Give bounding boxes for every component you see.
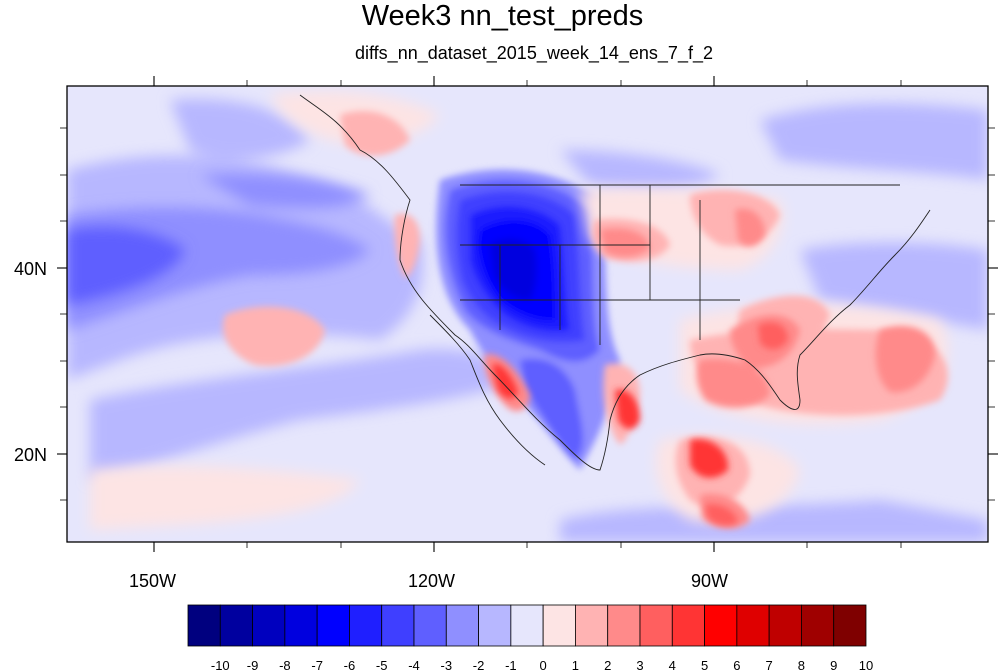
colorbar-tick-label: -7: [311, 658, 323, 672]
colorbar-tick-label: -8: [279, 658, 291, 672]
colorbar-swatch: [510, 604, 544, 647]
colorbar-swatch: [316, 604, 350, 647]
colorbar-tick-label: 4: [669, 658, 676, 672]
axis-minor-ticks: [60, 80, 995, 548]
colorbar-swatch: [833, 604, 867, 647]
colorbar-swatch: [284, 604, 318, 647]
colorbar-swatch: [542, 604, 576, 647]
colorbar-tick-label: -10: [211, 658, 230, 672]
colorbar-swatch: [252, 604, 286, 647]
lat-label-40n: 40N: [14, 259, 48, 279]
light-blue-regions: [67, 99, 988, 542]
colorbar-swatch: [187, 604, 221, 647]
axis-ticks: [57, 76, 998, 552]
lon-label-150w: 150W: [129, 571, 177, 591]
colorbar-swatch: [575, 604, 609, 647]
colorbar-swatch: [607, 604, 641, 647]
colorbar-tick-label: -5: [376, 658, 388, 672]
colorbar-tick-label: -2: [473, 658, 485, 672]
colorbar-swatch: [349, 604, 383, 647]
colorbar-swatch: [639, 604, 673, 647]
colorbar-swatch: [801, 604, 835, 647]
colorbar-swatch: [671, 604, 705, 647]
blue-regions: [67, 226, 185, 305]
map-subtitle: diffs_nn_dataset_2015_week_14_ens_7_f_2: [355, 43, 713, 63]
colorbar-tick-label: 2: [604, 658, 611, 672]
colorbar: -10 -9 -8 -7 -6 -5 -4 -3 -2 -1 0 1 2 3 4 5 6 7 8 9 10: [187, 604, 873, 672]
colorbar-swatch: [704, 604, 738, 647]
lon-label-120w: 120W: [408, 571, 456, 591]
strong-red-regions: [492, 322, 788, 526]
colorbar-tick-label: -3: [441, 658, 453, 672]
colorbar-tick-label: 3: [636, 658, 643, 672]
colorbar-tick-label: 6: [733, 658, 740, 672]
lon-label-90w: 90W: [691, 571, 729, 591]
colorbar-tick-label: -1: [505, 658, 517, 672]
colorbar-swatch: [413, 604, 447, 647]
colorbar-tick-label: 8: [798, 658, 805, 672]
colorbar-tick-label: 10: [859, 658, 873, 672]
colorbar-swatch: [478, 604, 512, 647]
colorbar-swatch: [445, 604, 479, 647]
lat-label-20n: 20N: [14, 445, 48, 465]
colorbar-tick-label: 7: [766, 658, 773, 672]
colorbar-swatch: [736, 604, 770, 647]
colorbar-swatch: [381, 604, 415, 647]
coastlines: [299, 94, 931, 471]
map-title: Week3 nn_test_preds: [361, 0, 644, 32]
anomaly-field: [67, 86, 988, 542]
colorbar-tick-label: -4: [408, 658, 420, 672]
colorbar-tick-label: -9: [247, 658, 259, 672]
colorbar-tick-label: 1: [572, 658, 579, 672]
colorbar-tick-label: 5: [701, 658, 708, 672]
colorbar-tick-label: -6: [344, 658, 356, 672]
colorbar-tick-label: 9: [830, 658, 837, 672]
colorbar-swatch: [768, 604, 802, 647]
colorbar-tick-label: 0: [540, 658, 547, 672]
colorbar-swatch: [219, 604, 253, 647]
